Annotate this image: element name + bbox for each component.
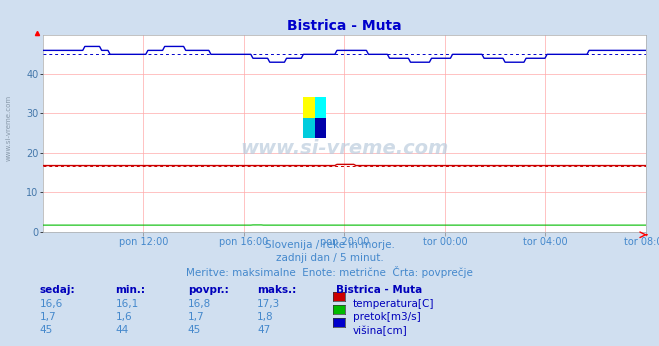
Text: 45: 45 (40, 325, 53, 335)
Text: 1,8: 1,8 (257, 312, 273, 322)
Text: sedaj:: sedaj: (40, 285, 75, 295)
Text: min.:: min.: (115, 285, 146, 295)
Text: 16,8: 16,8 (188, 299, 211, 309)
Text: www.si-vreme.com: www.si-vreme.com (240, 139, 449, 158)
Text: 1,7: 1,7 (188, 312, 204, 322)
Text: 45: 45 (188, 325, 201, 335)
Text: www.si-vreme.com: www.si-vreme.com (5, 95, 11, 161)
Bar (315, 97, 326, 118)
Text: pretok[m3/s]: pretok[m3/s] (353, 312, 420, 322)
Text: 17,3: 17,3 (257, 299, 280, 309)
Text: 16,6: 16,6 (40, 299, 63, 309)
Text: Slovenija / reke in morje.: Slovenija / reke in morje. (264, 240, 395, 251)
Text: povpr.:: povpr.: (188, 285, 229, 295)
Text: 44: 44 (115, 325, 129, 335)
Text: 1,6: 1,6 (115, 312, 132, 322)
Bar (303, 118, 315, 138)
Bar (315, 118, 326, 138)
Text: maks.:: maks.: (257, 285, 297, 295)
Text: 1,7: 1,7 (40, 312, 56, 322)
Text: zadnji dan / 5 minut.: zadnji dan / 5 minut. (275, 253, 384, 263)
Text: 16,1: 16,1 (115, 299, 138, 309)
Bar (303, 97, 315, 118)
Text: višina[cm]: višina[cm] (353, 325, 407, 336)
Text: 47: 47 (257, 325, 270, 335)
Text: Meritve: maksimalne  Enote: metrične  Črta: povprečje: Meritve: maksimalne Enote: metrične Črta… (186, 266, 473, 278)
Text: Bistrica - Muta: Bistrica - Muta (336, 285, 422, 295)
Text: temperatura[C]: temperatura[C] (353, 299, 434, 309)
Title: Bistrica - Muta: Bistrica - Muta (287, 19, 401, 34)
